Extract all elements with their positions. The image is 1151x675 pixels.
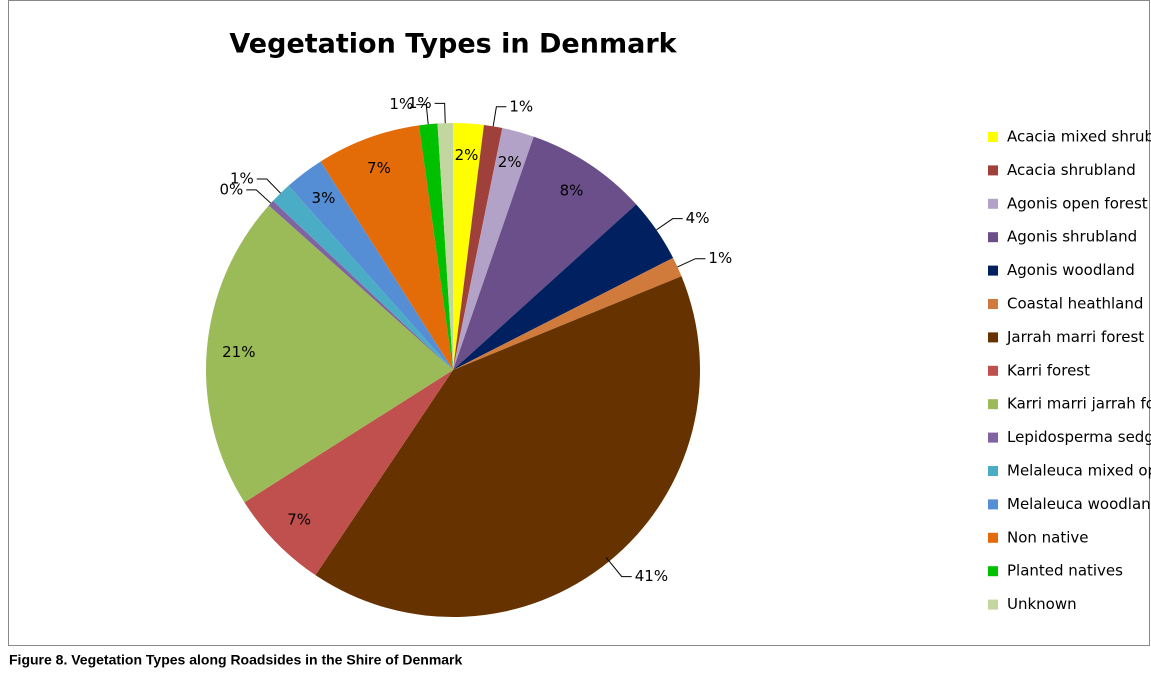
data-label: 41% [635,567,668,585]
legend-swatch [988,132,998,142]
data-label: 7% [367,159,391,177]
data-label: 1% [708,249,732,267]
pie-slice [315,276,700,617]
legend-label: Lepidosperma sedgeland [1007,428,1151,446]
pie-slice [453,257,682,370]
data-label: 2% [455,146,479,164]
leader-line [677,258,706,268]
legend-label: Coastal heathland [1007,295,1143,313]
legend-label: Karri marri jarrah forest [1007,395,1151,413]
legend-swatch [988,599,998,610]
leader-line [492,106,507,127]
data-label: 7% [287,511,311,529]
pie-slice [453,136,637,370]
pie-slice [272,185,453,370]
leader-line [605,557,632,578]
leader-line [246,189,272,204]
legend-label: Karri forest [1007,361,1090,379]
chart-title: Vegetation Types in Denmark [229,29,677,60]
legend-swatch [988,232,998,243]
legend-swatch [988,466,998,476]
pie-slice [437,123,453,370]
legend-swatch [988,332,998,343]
data-label: 0% [219,180,243,198]
pie-slice [453,127,534,370]
data-label: 1% [389,95,413,113]
pie-slice [244,370,453,576]
legend-label: Non native [1007,528,1089,546]
leader-line [256,178,281,194]
legend-label: Agonis woodland [1007,261,1135,279]
legend-label: Acacia mixed shrubland [1007,128,1151,146]
data-label: 1% [509,97,533,115]
data-label: 1% [408,94,432,112]
pie-slice [268,200,453,370]
legend-label: Agonis open forest [1007,194,1148,212]
legend-label: Agonis shrubland [1007,228,1137,246]
pie-slice [453,123,484,370]
data-label: 4% [686,209,710,227]
legend-swatch [988,265,998,276]
legend-label: Melaleuca woodland [1007,495,1151,513]
pie-slice [320,125,453,371]
data-label: 3% [312,189,336,207]
data-label: 2% [498,153,522,171]
pie-slice [453,204,674,370]
data-label: 21% [222,343,255,361]
legend-swatch [988,399,998,410]
legend-label: Acacia shrubland [1007,161,1136,179]
legend-swatch [988,165,998,176]
caption: Figure 8. Vegetation Types along Roadsid… [9,652,462,668]
data-label: 8% [560,181,584,199]
legend-label: Jarrah marri forest [1006,328,1144,346]
legend-swatch [988,432,998,443]
pie-slice [288,161,453,370]
leader-line [416,104,429,125]
pie-slice [453,124,503,371]
legend-label: Unknown [1007,595,1077,613]
legend-label: Melaleuca mixed open forest [1007,462,1151,480]
legend-swatch [988,365,998,376]
legend-swatch [988,299,998,309]
legend-swatch [988,198,998,209]
legend-swatch [988,566,998,577]
pie-slice [418,123,453,370]
data-label: 1% [230,170,254,188]
pie-slice [206,205,453,503]
leader-line [434,102,446,124]
legend-label: Planted natives [1007,562,1123,580]
legend-swatch [988,499,998,510]
legend-swatch [988,532,998,543]
leader-line [656,218,683,231]
